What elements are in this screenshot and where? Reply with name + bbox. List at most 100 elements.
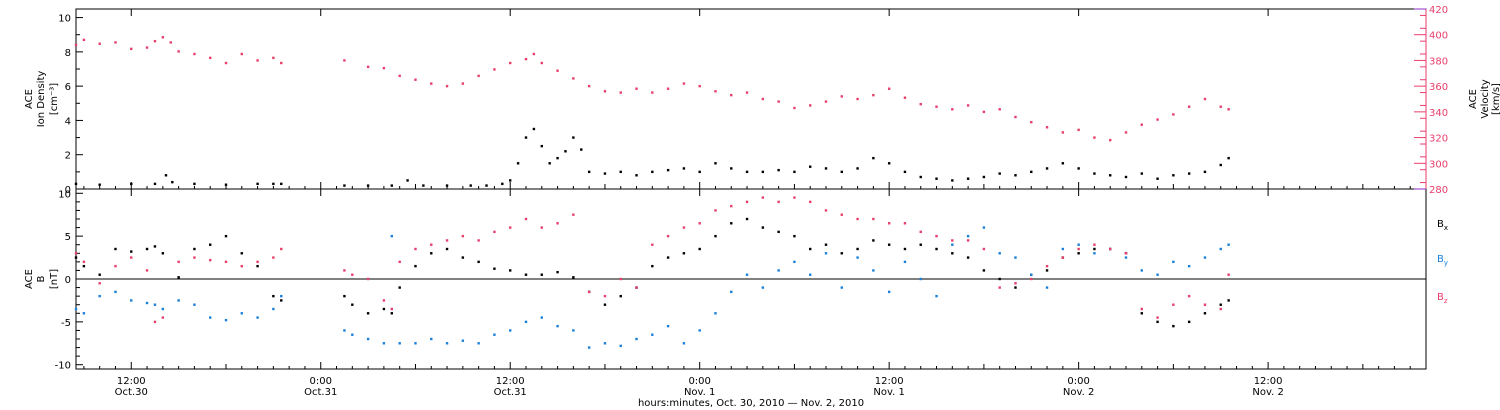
bx-point bbox=[1156, 320, 1159, 324]
by-point bbox=[698, 329, 701, 332]
by-point bbox=[153, 303, 157, 306]
by-point bbox=[603, 342, 607, 345]
density-y-tick-label: 4 bbox=[65, 116, 71, 127]
by-point bbox=[280, 294, 283, 298]
density-point bbox=[524, 136, 528, 139]
velocity-point bbox=[840, 95, 843, 98]
velocity-point bbox=[919, 102, 922, 106]
bx-point bbox=[856, 247, 859, 251]
bz-point bbox=[1156, 316, 1159, 319]
bz-point bbox=[114, 264, 117, 268]
bz-point bbox=[966, 239, 970, 242]
bx-point bbox=[177, 276, 180, 279]
density-point bbox=[556, 156, 559, 160]
bx-point bbox=[430, 252, 433, 255]
bz-point bbox=[390, 307, 393, 311]
bx-point bbox=[366, 312, 370, 315]
density-point bbox=[872, 156, 875, 160]
bz-point bbox=[1014, 282, 1017, 285]
velocity-point bbox=[493, 68, 496, 71]
bz-point bbox=[130, 256, 133, 259]
bz-point bbox=[382, 299, 386, 302]
bx-point bbox=[809, 247, 812, 251]
bx-point bbox=[1203, 312, 1207, 315]
x-tick-time-label: 0:00 bbox=[310, 376, 332, 387]
by-point bbox=[1077, 243, 1080, 246]
bz-point bbox=[398, 260, 401, 264]
density-point bbox=[1140, 172, 1143, 175]
bz-point bbox=[1030, 277, 1033, 281]
by-point bbox=[256, 316, 259, 319]
density-point bbox=[951, 179, 954, 182]
by-point bbox=[477, 342, 480, 345]
by-point bbox=[809, 273, 812, 276]
bx-point bbox=[966, 256, 970, 259]
bz-point bbox=[824, 209, 828, 212]
bx-point bbox=[1140, 312, 1143, 315]
velocity-point bbox=[74, 43, 78, 47]
legend-by: By bbox=[1437, 254, 1448, 267]
bz-point bbox=[1172, 303, 1175, 306]
bx-point bbox=[540, 273, 543, 276]
bz-point bbox=[935, 234, 938, 238]
top-panel-series bbox=[74, 36, 1230, 187]
bz-point bbox=[587, 290, 591, 294]
bz-point bbox=[714, 209, 717, 212]
velocity-point bbox=[240, 52, 243, 56]
bx-point bbox=[951, 252, 954, 255]
bz-point bbox=[1187, 294, 1191, 298]
by-point bbox=[1140, 269, 1143, 272]
x-tick-time-label: 12:00 bbox=[1254, 376, 1283, 387]
bx-point bbox=[1172, 324, 1175, 328]
velocity-point bbox=[445, 84, 449, 88]
density-point bbox=[422, 184, 425, 187]
bz-point bbox=[430, 243, 433, 246]
by-point bbox=[445, 342, 449, 345]
axis-ticks bbox=[76, 8, 1427, 369]
density-point bbox=[501, 182, 504, 186]
by-point bbox=[1093, 252, 1096, 255]
bfield-y-tick-label: 0 bbox=[65, 275, 71, 286]
x-tick-date-label: Oct.31 bbox=[304, 387, 337, 398]
x-tick-date-label: Nov. 2 bbox=[1063, 387, 1094, 398]
x-tick-date-label: Oct.31 bbox=[494, 387, 527, 398]
velocity-point bbox=[461, 82, 465, 85]
density-point bbox=[1227, 156, 1230, 160]
density-point bbox=[516, 162, 520, 165]
by-point bbox=[1227, 243, 1230, 246]
by-point bbox=[82, 312, 86, 315]
bz-point bbox=[919, 230, 922, 234]
x-tick-time-label: 12:00 bbox=[117, 376, 146, 387]
bx-point bbox=[130, 250, 133, 253]
density-point bbox=[564, 150, 567, 153]
by-point bbox=[635, 337, 638, 341]
velocity-point bbox=[730, 93, 733, 97]
velocity-point bbox=[414, 78, 417, 81]
velocity-point bbox=[1061, 131, 1065, 134]
by-point bbox=[998, 252, 1001, 255]
by-point bbox=[714, 312, 717, 315]
bx-point bbox=[619, 294, 622, 298]
velocity-y-tick-label: 360 bbox=[1429, 82, 1448, 93]
density-point bbox=[998, 172, 1001, 175]
velocity-y-tick-label: 380 bbox=[1429, 56, 1448, 67]
density-ylabel-line-1: ACE bbox=[24, 89, 35, 109]
bx-point bbox=[777, 230, 780, 234]
velocity-point bbox=[193, 52, 196, 56]
by-point bbox=[619, 344, 622, 348]
bx-point bbox=[114, 247, 117, 251]
bz-point bbox=[651, 243, 654, 246]
bx-point bbox=[1219, 303, 1222, 306]
by-point bbox=[1061, 247, 1065, 251]
bz-point bbox=[1219, 307, 1222, 311]
density-point bbox=[682, 167, 686, 170]
density-point bbox=[98, 183, 101, 186]
bz-point bbox=[556, 222, 559, 225]
density-point bbox=[580, 148, 583, 151]
bx-point bbox=[82, 264, 86, 268]
bx-point bbox=[398, 286, 401, 289]
velocity-point bbox=[761, 97, 765, 101]
bx-point bbox=[390, 312, 393, 315]
x-tick-time-label: 12:00 bbox=[496, 376, 525, 387]
bz-point bbox=[524, 217, 528, 221]
